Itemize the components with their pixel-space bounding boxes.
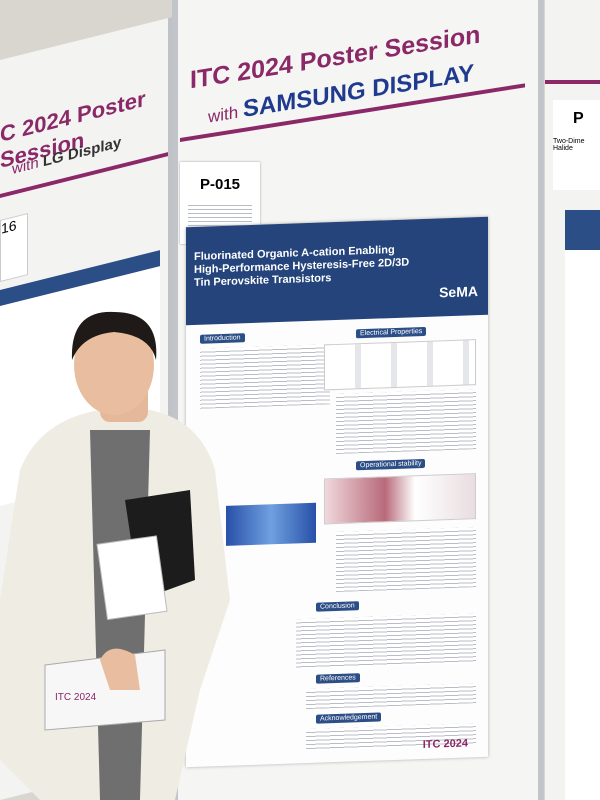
hair xyxy=(71,311,157,360)
title-fragment: Two-Dime xyxy=(553,138,585,145)
right-card: P Two-Dime Halide xyxy=(553,100,600,190)
board-number: P-015 xyxy=(199,176,241,193)
right-board: P Two-Dime Halide xyxy=(545,0,600,800)
board-number: P xyxy=(573,110,584,127)
folder-text: ITC 2024 xyxy=(55,692,97,703)
right-paper xyxy=(565,210,600,800)
right-rule xyxy=(545,80,600,84)
hand xyxy=(100,648,140,690)
name-badge xyxy=(96,535,168,621)
title-fragment: Halide xyxy=(553,145,573,152)
face xyxy=(74,315,154,415)
card-text xyxy=(188,202,252,226)
